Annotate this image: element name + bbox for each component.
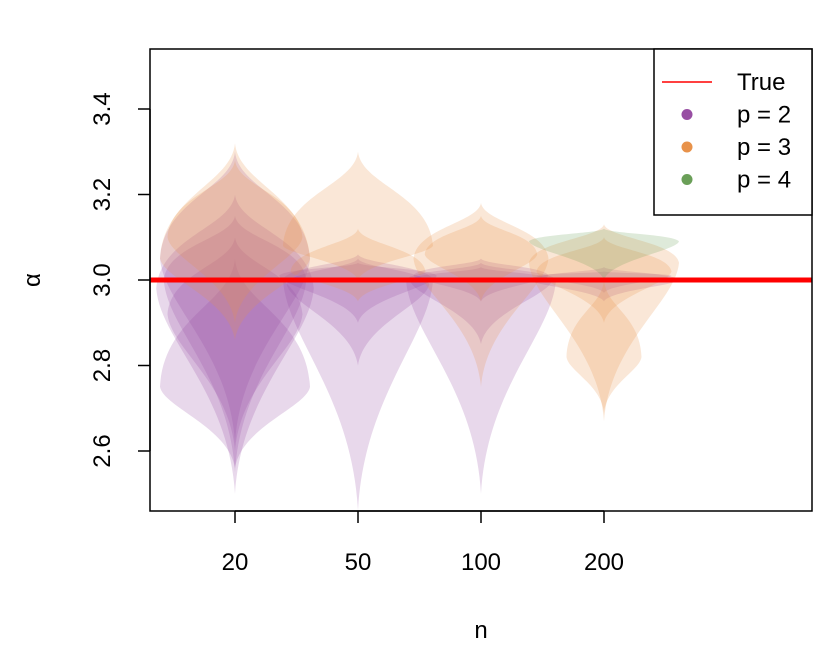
violin-p2-n20-1	[156, 194, 314, 494]
x-tick-label: 200	[584, 549, 624, 576]
x-tick-label: 20	[222, 549, 249, 576]
x-axis-title: n	[474, 617, 487, 644]
violin-p2-n20-4	[160, 151, 310, 443]
violin-layer	[156, 143, 679, 511]
x-tick-label: 50	[345, 549, 372, 576]
legend-label: True	[737, 69, 785, 96]
violin-p2-n20-3	[167, 237, 303, 451]
y-axis-title: α	[19, 273, 46, 287]
violin-p3-n200-0	[529, 224, 679, 422]
violin-p3-n50-1	[290, 228, 426, 302]
legend-point-symbol	[681, 174, 693, 185]
y-tick-label: 3.4	[89, 92, 116, 125]
legend-box	[653, 48, 813, 216]
y-tick-label: 3.2	[89, 178, 116, 211]
x-axis: 20 50 100 200	[222, 510, 624, 576]
legend-label: p = 4	[737, 167, 791, 194]
violin-p3-n50-0	[283, 151, 433, 280]
violin-p2-n20-2	[160, 258, 310, 469]
legend-point-symbol	[681, 141, 693, 153]
y-axis: 2.6 2.8 3.0 3.2 3.4	[89, 92, 151, 468]
legend-label: p = 2	[737, 102, 791, 129]
violin-p3-n100-1	[424, 215, 538, 302]
legend-point-symbol	[681, 109, 693, 120]
y-tick-label: 3.0	[89, 263, 116, 296]
violin-p2-n50-0	[283, 254, 433, 511]
violin-p2-n100-0	[406, 262, 556, 494]
violin-p2-n50-1	[286, 258, 430, 366]
violin-p3-n200-1	[566, 280, 642, 413]
legend: True p = 2 p = 3 p = 4	[653, 48, 813, 216]
legend-label: p = 3	[737, 134, 791, 161]
violin-p2-n100-1	[409, 267, 553, 345]
violin-p3-n20-0	[160, 143, 310, 340]
violin-p4-n200-0	[529, 228, 679, 280]
violin-p2-n200-0	[529, 267, 679, 302]
y-tick-label: 2.8	[89, 349, 116, 382]
violin-p3-n100-0	[413, 203, 549, 387]
violin-p3-n20-1	[167, 160, 303, 323]
y-tick-label: 2.6	[89, 434, 116, 467]
x-tick-label: 100	[461, 549, 501, 576]
